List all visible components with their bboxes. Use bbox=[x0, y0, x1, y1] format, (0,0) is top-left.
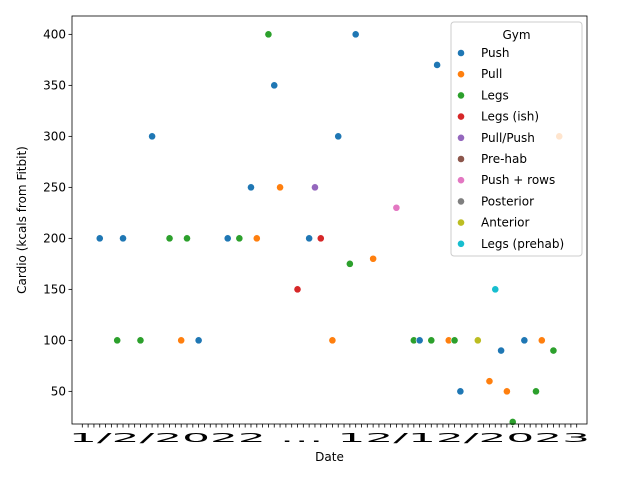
legend-marker bbox=[457, 91, 465, 100]
data-point bbox=[351, 30, 360, 39]
data-point bbox=[316, 234, 325, 243]
data-point bbox=[549, 346, 558, 355]
data-point bbox=[311, 183, 319, 192]
data-point bbox=[433, 61, 442, 69]
plot-frame bbox=[71, 15, 588, 425]
y-tick-label: 300 bbox=[43, 129, 66, 143]
data-point bbox=[183, 234, 191, 243]
legend-marker bbox=[457, 70, 465, 79]
legend-marker bbox=[457, 176, 465, 185]
data-point bbox=[194, 336, 203, 345]
data-point bbox=[223, 234, 232, 243]
data-point bbox=[247, 183, 255, 192]
data-point bbox=[485, 377, 494, 386]
data-point bbox=[473, 336, 482, 345]
data-point bbox=[148, 132, 156, 141]
data-point bbox=[520, 336, 529, 345]
data-point bbox=[113, 336, 122, 345]
legend-label: Legs bbox=[481, 88, 509, 102]
data-point bbox=[136, 336, 145, 345]
y-tick-label: 50 bbox=[51, 384, 66, 398]
data-point bbox=[177, 336, 186, 345]
data-point bbox=[165, 234, 174, 243]
x-axis-ticks: 1/2/2022 … 12/12/2023 bbox=[69, 424, 590, 445]
legend-title: Gym bbox=[502, 28, 530, 42]
legend: Gym Push Pull Legs Legs (ish) Pull/Push Pre-h… bbox=[450, 21, 583, 257]
y-tick-label: 100 bbox=[43, 333, 66, 347]
legend-label: Posterior bbox=[481, 194, 534, 208]
data-point bbox=[392, 203, 401, 212]
data-point bbox=[293, 285, 302, 294]
data-point bbox=[508, 418, 517, 426]
x-axis-label: Date bbox=[315, 450, 344, 464]
legend-label: Push + rows bbox=[481, 173, 555, 187]
data-point bbox=[95, 234, 104, 243]
data-point bbox=[503, 387, 511, 396]
legend-marker bbox=[457, 197, 465, 206]
legend-label: Push bbox=[481, 46, 510, 60]
data-point bbox=[456, 387, 465, 396]
y-tick-label: 400 bbox=[43, 27, 66, 41]
legend-label: Pre-hab bbox=[481, 152, 527, 166]
legend-marker bbox=[457, 133, 465, 142]
data-point bbox=[270, 81, 279, 90]
legend-marker bbox=[457, 112, 465, 121]
legend-label: Legs (ish) bbox=[481, 110, 539, 124]
data-point bbox=[328, 336, 337, 345]
data-point bbox=[491, 285, 500, 294]
y-axis-ticks: 50 100 150 200 250 300 350 400 bbox=[43, 27, 72, 398]
legend-marker bbox=[457, 239, 465, 248]
data-point bbox=[345, 259, 354, 268]
data-point bbox=[119, 234, 127, 243]
data-point bbox=[334, 132, 343, 141]
data-point bbox=[450, 336, 459, 345]
legend-label: Anterior bbox=[481, 216, 530, 230]
legend-label: Pull bbox=[481, 67, 502, 81]
legend-box bbox=[450, 21, 583, 257]
data-point bbox=[537, 336, 546, 345]
y-axis-label: Cardio (kcals from Fitbit) bbox=[15, 146, 29, 294]
data-point bbox=[369, 254, 378, 263]
data-point bbox=[415, 336, 424, 345]
y-tick-label: 150 bbox=[43, 282, 66, 296]
legend-marker bbox=[457, 218, 465, 227]
data-point bbox=[252, 234, 261, 243]
legend-marker bbox=[457, 49, 465, 57]
data-point bbox=[235, 234, 244, 243]
y-tick-label: 200 bbox=[43, 231, 66, 245]
y-tick-label: 250 bbox=[43, 180, 66, 194]
legend-label: Pull/Push bbox=[481, 131, 535, 145]
legend-marker bbox=[457, 155, 465, 163]
data-point bbox=[264, 30, 273, 39]
y-tick-label: 350 bbox=[43, 78, 66, 92]
data-point bbox=[497, 346, 505, 355]
data-point bbox=[532, 387, 540, 396]
data-point bbox=[427, 336, 436, 345]
data-point bbox=[305, 234, 314, 243]
legend-label: Legs (prehab) bbox=[481, 237, 564, 251]
x-tick-labels: 1/2/2022 … 12/12/2023 bbox=[69, 431, 590, 445]
data-point bbox=[276, 183, 284, 192]
